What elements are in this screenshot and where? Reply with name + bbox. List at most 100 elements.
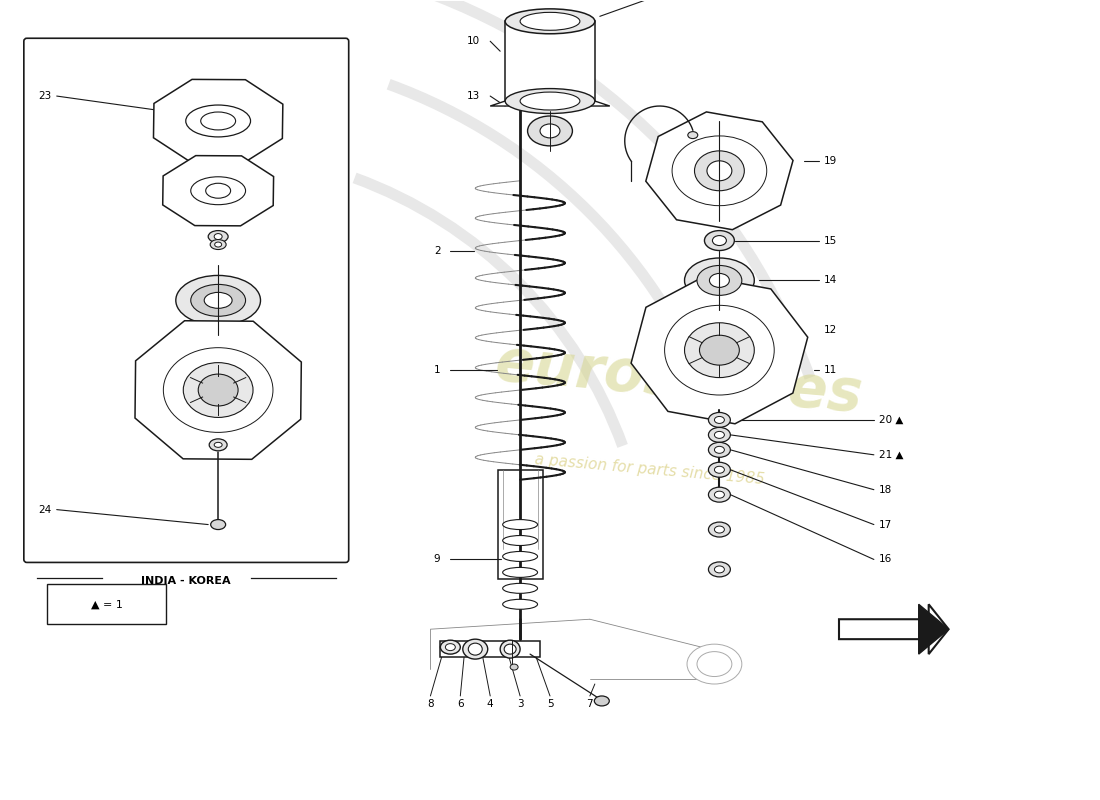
Ellipse shape <box>708 562 730 577</box>
Ellipse shape <box>697 652 732 677</box>
Ellipse shape <box>708 487 730 502</box>
Ellipse shape <box>708 413 730 427</box>
Polygon shape <box>918 604 948 654</box>
Ellipse shape <box>214 242 221 247</box>
Text: INDIA - KOREA: INDIA - KOREA <box>142 576 231 586</box>
Polygon shape <box>631 277 807 424</box>
Text: ▲ = 1: ▲ = 1 <box>90 599 122 610</box>
Text: 20 ▲: 20 ▲ <box>879 415 903 425</box>
Ellipse shape <box>697 266 741 295</box>
Ellipse shape <box>503 583 538 594</box>
Ellipse shape <box>708 427 730 442</box>
Ellipse shape <box>505 89 595 114</box>
Ellipse shape <box>704 230 735 250</box>
Polygon shape <box>154 79 283 162</box>
Ellipse shape <box>190 285 245 316</box>
Ellipse shape <box>700 335 739 365</box>
Bar <box>497 470 542 579</box>
Ellipse shape <box>503 535 538 546</box>
Text: 19: 19 <box>824 156 837 166</box>
Ellipse shape <box>446 644 455 650</box>
Ellipse shape <box>713 235 726 246</box>
Ellipse shape <box>440 640 460 654</box>
Ellipse shape <box>214 442 222 447</box>
Ellipse shape <box>714 566 725 573</box>
Ellipse shape <box>200 112 235 130</box>
Text: 4: 4 <box>487 699 494 709</box>
Ellipse shape <box>205 292 232 308</box>
Text: 11: 11 <box>824 365 837 375</box>
Text: 7: 7 <box>586 699 593 709</box>
Ellipse shape <box>190 177 245 205</box>
Ellipse shape <box>211 519 226 530</box>
Text: 24: 24 <box>39 505 52 514</box>
Ellipse shape <box>710 274 729 287</box>
Ellipse shape <box>469 643 482 655</box>
Text: a passion for parts since 1985: a passion for parts since 1985 <box>534 452 766 487</box>
FancyBboxPatch shape <box>24 38 349 562</box>
Text: 13: 13 <box>468 91 481 101</box>
Ellipse shape <box>708 522 730 537</box>
Ellipse shape <box>688 644 741 684</box>
Ellipse shape <box>186 105 251 137</box>
Bar <box>505 22 595 101</box>
Ellipse shape <box>210 239 227 250</box>
Ellipse shape <box>503 567 538 578</box>
Text: 8: 8 <box>427 699 433 709</box>
Ellipse shape <box>714 431 725 438</box>
Ellipse shape <box>214 234 222 239</box>
Ellipse shape <box>540 124 560 138</box>
Ellipse shape <box>504 644 516 654</box>
Ellipse shape <box>500 640 520 658</box>
Ellipse shape <box>594 696 609 706</box>
Text: 2: 2 <box>433 246 440 255</box>
Text: 1: 1 <box>433 365 440 375</box>
Ellipse shape <box>708 462 730 478</box>
Text: 9: 9 <box>433 554 440 565</box>
Ellipse shape <box>714 417 725 423</box>
Text: 3: 3 <box>517 699 524 709</box>
Ellipse shape <box>520 92 580 110</box>
Text: 18: 18 <box>879 485 892 494</box>
Text: 15: 15 <box>824 235 837 246</box>
Text: 16: 16 <box>879 554 892 565</box>
Ellipse shape <box>463 639 487 659</box>
Ellipse shape <box>206 183 231 198</box>
Polygon shape <box>163 156 274 226</box>
Text: 12: 12 <box>824 326 837 335</box>
Ellipse shape <box>209 439 227 451</box>
Ellipse shape <box>520 12 580 30</box>
Ellipse shape <box>707 161 732 181</box>
Ellipse shape <box>714 446 725 454</box>
Text: 5: 5 <box>547 699 553 709</box>
Text: 17: 17 <box>879 519 892 530</box>
Ellipse shape <box>684 258 755 303</box>
Ellipse shape <box>708 442 730 458</box>
Text: 6: 6 <box>456 699 463 709</box>
Ellipse shape <box>688 132 697 138</box>
Text: 10: 10 <box>468 36 481 46</box>
Polygon shape <box>839 604 948 654</box>
Ellipse shape <box>528 116 572 146</box>
Ellipse shape <box>714 466 725 474</box>
Text: 14: 14 <box>824 275 837 286</box>
Ellipse shape <box>503 599 538 610</box>
Ellipse shape <box>198 374 238 406</box>
Bar <box>47 584 166 624</box>
Polygon shape <box>491 101 609 106</box>
Text: 21 ▲: 21 ▲ <box>879 450 903 460</box>
Polygon shape <box>646 112 793 230</box>
Ellipse shape <box>503 551 538 562</box>
Ellipse shape <box>208 230 228 242</box>
Bar <box>440 641 540 657</box>
Ellipse shape <box>684 322 755 378</box>
Ellipse shape <box>510 664 518 670</box>
Text: eurospares: eurospares <box>493 335 866 425</box>
Ellipse shape <box>184 362 253 418</box>
Ellipse shape <box>714 526 725 533</box>
Ellipse shape <box>503 519 538 530</box>
Ellipse shape <box>176 275 261 326</box>
Ellipse shape <box>714 491 725 498</box>
Ellipse shape <box>694 151 745 190</box>
Polygon shape <box>135 321 301 459</box>
